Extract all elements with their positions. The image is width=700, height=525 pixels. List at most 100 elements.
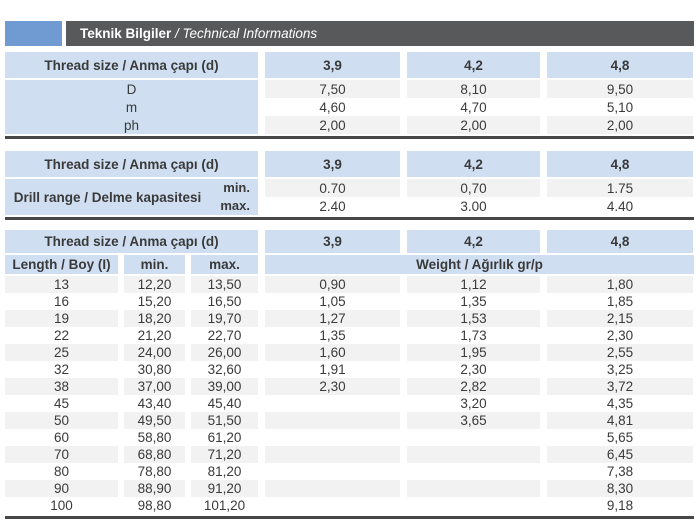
value-cell: 1.75 (547, 179, 693, 197)
drill-range-label: Drill range / Delme kapasitesi (13, 189, 202, 205)
dimensions-table: Thread size / Anma çapı (d) 3,9 4,2 4,8 D 7,5… (5, 52, 694, 134)
table-row: ph 2,00 2,00 2,00 (5, 116, 694, 134)
weight-cell: 3,72 (547, 378, 693, 395)
max-cell: 13,50 (191, 276, 258, 293)
thread-size-value: 4,2 (407, 52, 540, 78)
weight-header: Weight / Ağırlık gr/p (265, 255, 694, 274)
table-row: 80 78,80 81,20 7,38 (5, 463, 694, 480)
max-cell: 51,50 (191, 412, 258, 429)
drill-range-label-cell: Drill range / Delme kapasitesi min. max. (5, 179, 258, 215)
weight-cell: 8,30 (547, 480, 693, 497)
weight-cell: 1,95 (407, 344, 540, 361)
length-cell: 60 (5, 429, 118, 446)
max-cell: 45,40 (191, 395, 258, 412)
table-divider (5, 136, 694, 139)
weight-cell: 1,91 (265, 361, 400, 378)
table-divider (5, 217, 694, 220)
min-max-labels: min. max. (210, 179, 258, 215)
length-minmax-header-group: Length / Boy (I) min. max. (5, 255, 258, 274)
length-cell: 90 (5, 480, 118, 497)
length-minmax-group: 32 30,80 32,60 (5, 361, 258, 378)
min-cell: 58,80 (124, 429, 185, 446)
weight-cell (407, 497, 540, 514)
weight-cell: 2,15 (547, 310, 693, 327)
max-cell: 71,20 (191, 446, 258, 463)
min-cell: 98,80 (124, 497, 185, 514)
max-cell: 61,20 (191, 429, 258, 446)
thread-size-header-row: Thread size / Anma çapı (d) 3,9 4,2 4,8 (5, 151, 694, 177)
weight-cell (407, 446, 540, 463)
value-cell: 7,50 (265, 80, 400, 98)
length-weight-header-row: Length / Boy (I) min. max. Weight / Ağırlık… (5, 255, 694, 274)
drill-range-values: 0.70 0,70 1.75 2.40 3.00 4.40 (265, 179, 694, 215)
weight-cell (407, 429, 540, 446)
weight-cell: 1,05 (265, 293, 400, 310)
length-cell: 45 (5, 395, 118, 412)
length-cell: 25 (5, 344, 118, 361)
weight-cell: 1,27 (265, 310, 400, 327)
min-cell: 30,80 (124, 361, 185, 378)
thread-size-label: Thread size / Anma çapı (d) (5, 151, 258, 177)
title-bar: Teknik Bilgiler / Technical Informations (5, 21, 694, 46)
param-label: ph (5, 116, 258, 134)
min-cell: 21,20 (124, 327, 185, 344)
weight-cell: 2,30 (547, 327, 693, 344)
weight-cell: 5,65 (547, 429, 693, 446)
length-cell: 13 (5, 276, 118, 293)
min-cell: 88,90 (124, 480, 185, 497)
max-cell: 101,20 (191, 497, 258, 514)
value-cell: 2,00 (265, 116, 400, 134)
min-cell: 18,20 (124, 310, 185, 327)
weight-cell: 0,90 (265, 276, 400, 293)
table-row: 60 58,80 61,20 5,65 (5, 429, 694, 446)
max-cell: 32,60 (191, 361, 258, 378)
weight-cell: 3,20 (407, 395, 540, 412)
weight-cell: 4,35 (547, 395, 693, 412)
weight-cell (265, 446, 400, 463)
weight-cell: 4,81 (547, 412, 693, 429)
param-label: D (5, 80, 258, 98)
min-cell: 15,20 (124, 293, 185, 310)
weight-cell: 1,35 (407, 293, 540, 310)
weight-cell: 9,18 (547, 497, 693, 514)
table-row: 2.40 3.00 4.40 (265, 197, 694, 215)
max-cell: 16,50 (191, 293, 258, 310)
thread-size-value: 4,8 (547, 230, 693, 253)
thread-size-value: 4,8 (547, 52, 693, 78)
weight-cell (265, 497, 400, 514)
max-cell: 39,00 (191, 378, 258, 395)
max-cell: 19,70 (191, 310, 258, 327)
min-cell: 12,20 (124, 276, 185, 293)
section-title: Teknik Bilgiler / Technical Informations (66, 21, 694, 46)
value-cell: 2,00 (547, 116, 693, 134)
value-cell: 9,50 (547, 80, 693, 98)
length-cell: 19 (5, 310, 118, 327)
table-row: 70 68,80 71,20 6,45 (5, 446, 694, 463)
length-minmax-group: 38 37,00 39,00 (5, 378, 258, 395)
table-row: 32 30,80 32,60 1,91 2,30 3,25 (5, 361, 694, 378)
length-minmax-group: 100 98,80 101,20 (5, 497, 258, 514)
table-row: m 4,60 4,70 5,10 (5, 98, 694, 116)
length-minmax-group: 70 68,80 71,20 (5, 446, 258, 463)
thread-size-header-row: Thread size / Anma çapı (d) 3,9 4,2 4,8 (5, 52, 694, 78)
table-row: 90 88,90 91,20 8,30 (5, 480, 694, 497)
length-minmax-group: 90 88,90 91,20 (5, 480, 258, 497)
weight-cell: 7,38 (547, 463, 693, 480)
max-label: max. (220, 198, 250, 213)
table-row: 16 15,20 16,50 1,05 1,35 1,85 (5, 293, 694, 310)
weight-cell: 1,85 (547, 293, 693, 310)
accent-box (5, 21, 62, 46)
max-cell: 81,20 (191, 463, 258, 480)
length-minmax-group: 16 15,20 16,50 (5, 293, 258, 310)
section-title-english: Technical Informations (182, 26, 318, 41)
table-row: 50 49,50 51,50 3,65 4,81 (5, 412, 694, 429)
min-header: min. (124, 255, 185, 274)
length-minmax-group: 60 58,80 61,20 (5, 429, 258, 446)
weight-cell: 2,30 (265, 378, 400, 395)
length-cell: 22 (5, 327, 118, 344)
length-cell: 50 (5, 412, 118, 429)
min-label: min. (223, 180, 250, 195)
table-row: 38 37,00 39,00 2,30 2,82 3,72 (5, 378, 694, 395)
drill-range-body: Drill range / Delme kapasitesi min. max. 0.… (5, 179, 694, 215)
